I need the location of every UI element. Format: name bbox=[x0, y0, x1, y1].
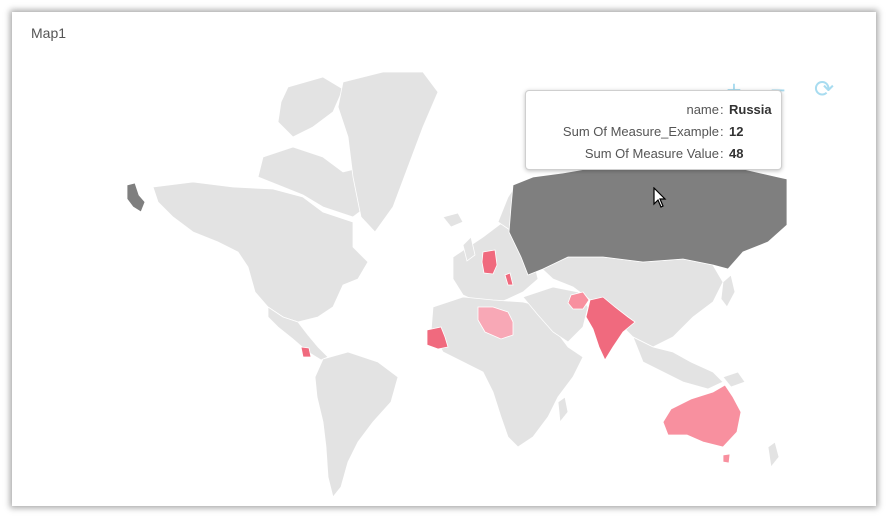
region-alaska[interactable] bbox=[126, 182, 146, 213]
tooltip-row: Sum Of Measure Value : 48 bbox=[526, 146, 781, 166]
region-japan[interactable] bbox=[720, 274, 736, 308]
region-australia[interactable] bbox=[662, 384, 742, 448]
reset-icon[interactable]: ⟳ bbox=[813, 76, 835, 103]
region-libya[interactable] bbox=[477, 306, 514, 340]
region-greenland[interactable] bbox=[337, 71, 439, 233]
region-germany[interactable] bbox=[481, 249, 498, 275]
region-north-america[interactable] bbox=[152, 181, 369, 323]
region-india[interactable] bbox=[585, 296, 636, 361]
region-papua[interactable] bbox=[722, 371, 746, 388]
tooltip-value: 12 bbox=[729, 124, 744, 139]
world-map[interactable] bbox=[23, 17, 867, 501]
region-iceland[interactable] bbox=[442, 212, 464, 228]
region-russia[interactable] bbox=[508, 166, 788, 276]
tooltip-value: Russia bbox=[729, 102, 772, 117]
region-balkans-highlight[interactable] bbox=[504, 272, 514, 286]
region-afghanistan[interactable] bbox=[567, 291, 590, 310]
map-tooltip: name : Russia Sum Of Measure_Example : 1… bbox=[525, 90, 782, 170]
region-madagascar[interactable] bbox=[557, 396, 569, 424]
widget-title: Map1 bbox=[31, 25, 67, 41]
region-mauritania[interactable] bbox=[426, 326, 449, 350]
tooltip-separator: : bbox=[720, 102, 724, 117]
tooltip-label: Sum Of Measure_Example bbox=[562, 124, 719, 139]
mouse-cursor-icon bbox=[653, 187, 667, 208]
region-southeast-asia[interactable] bbox=[632, 336, 724, 390]
tooltip-separator: : bbox=[720, 146, 724, 161]
region-tasmania[interactable] bbox=[722, 453, 731, 464]
tooltip-label: Sum Of Measure Value bbox=[584, 146, 719, 161]
tooltip-row: name : Russia bbox=[526, 102, 781, 122]
map-widget: Map1 bbox=[23, 17, 867, 501]
region-uk[interactable] bbox=[462, 236, 476, 262]
region-new-zealand[interactable] bbox=[767, 441, 780, 468]
region-south-america[interactable] bbox=[314, 351, 399, 498]
region-nicaragua[interactable] bbox=[300, 346, 312, 358]
tooltip-row: Sum Of Measure_Example : 12 bbox=[526, 124, 781, 144]
tooltip-label: name bbox=[686, 102, 719, 117]
region-arctic-islands[interactable] bbox=[277, 76, 344, 138]
tooltip-value: 48 bbox=[729, 146, 744, 161]
tooltip-separator: : bbox=[720, 124, 724, 139]
dashboard-widget-frame: Map1 bbox=[12, 12, 876, 506]
